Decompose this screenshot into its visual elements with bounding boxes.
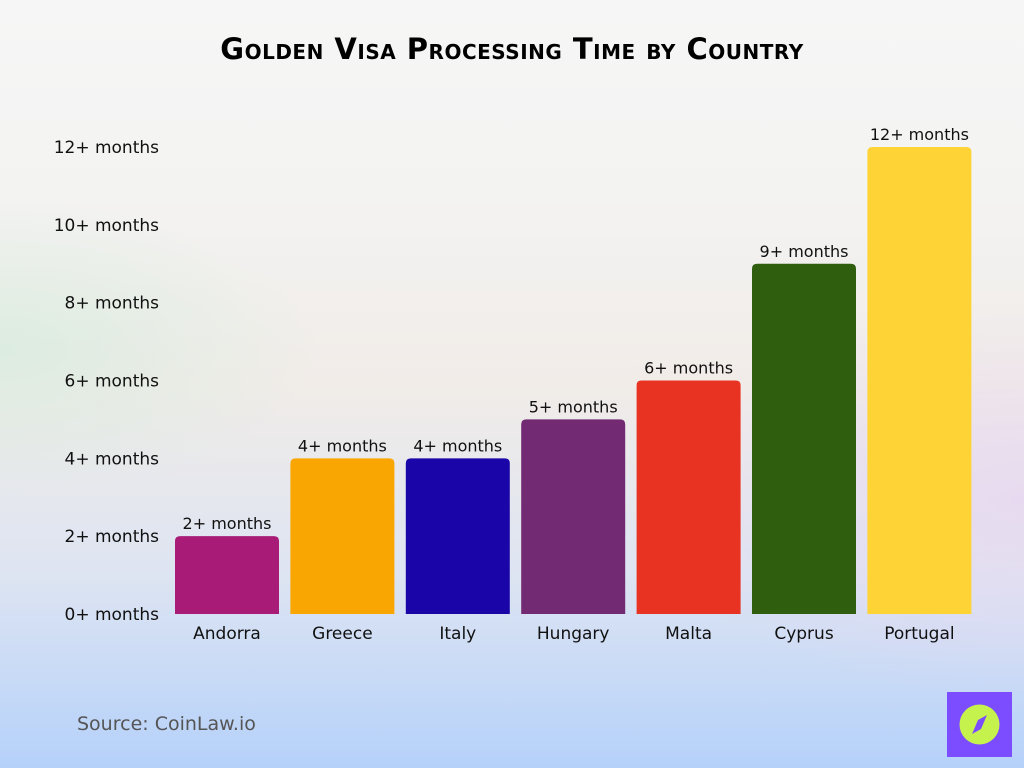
x-tick-label: Hungary <box>537 624 610 644</box>
bar-portugal <box>867 147 972 614</box>
x-tick-label: Greece <box>312 624 373 644</box>
bar-greece <box>290 458 395 614</box>
compass-icon <box>959 704 1000 745</box>
chart-title: Golden Visa Processing Time by Country <box>220 32 804 66</box>
data-label: 9+ months <box>760 242 849 261</box>
source-text: Source: CoinLaw.io <box>77 713 256 735</box>
x-tick-label: Cyprus <box>774 624 833 644</box>
x-tick-label: Portugal <box>884 624 954 644</box>
data-label: 4+ months <box>298 436 387 455</box>
y-tick-label: 6+ months <box>65 372 160 392</box>
x-tick-label: Malta <box>665 624 712 644</box>
x-tick-label: Italy <box>439 624 476 644</box>
y-tick-label: 10+ months <box>54 216 159 236</box>
data-label: 12+ months <box>870 125 969 144</box>
bar-hungary <box>521 419 626 614</box>
background-glow <box>0 200 320 500</box>
bar-andorra <box>175 536 279 614</box>
y-tick-label: 0+ months <box>65 605 160 625</box>
y-tick-label: 8+ months <box>65 294 160 314</box>
data-label: 5+ months <box>529 397 618 416</box>
y-tick-label: 12+ months <box>54 138 159 158</box>
data-label: 4+ months <box>413 436 502 455</box>
data-label: 6+ months <box>644 359 733 378</box>
y-tick-label: 2+ months <box>65 527 160 547</box>
bar-malta <box>636 380 741 614</box>
bar-italy <box>405 458 510 614</box>
bar-cyprus <box>752 263 856 614</box>
coinlaw-logo <box>947 692 1012 757</box>
data-label: 2+ months <box>183 514 272 533</box>
x-tick-label: Andorra <box>193 624 261 644</box>
y-tick-label: 4+ months <box>65 449 160 469</box>
